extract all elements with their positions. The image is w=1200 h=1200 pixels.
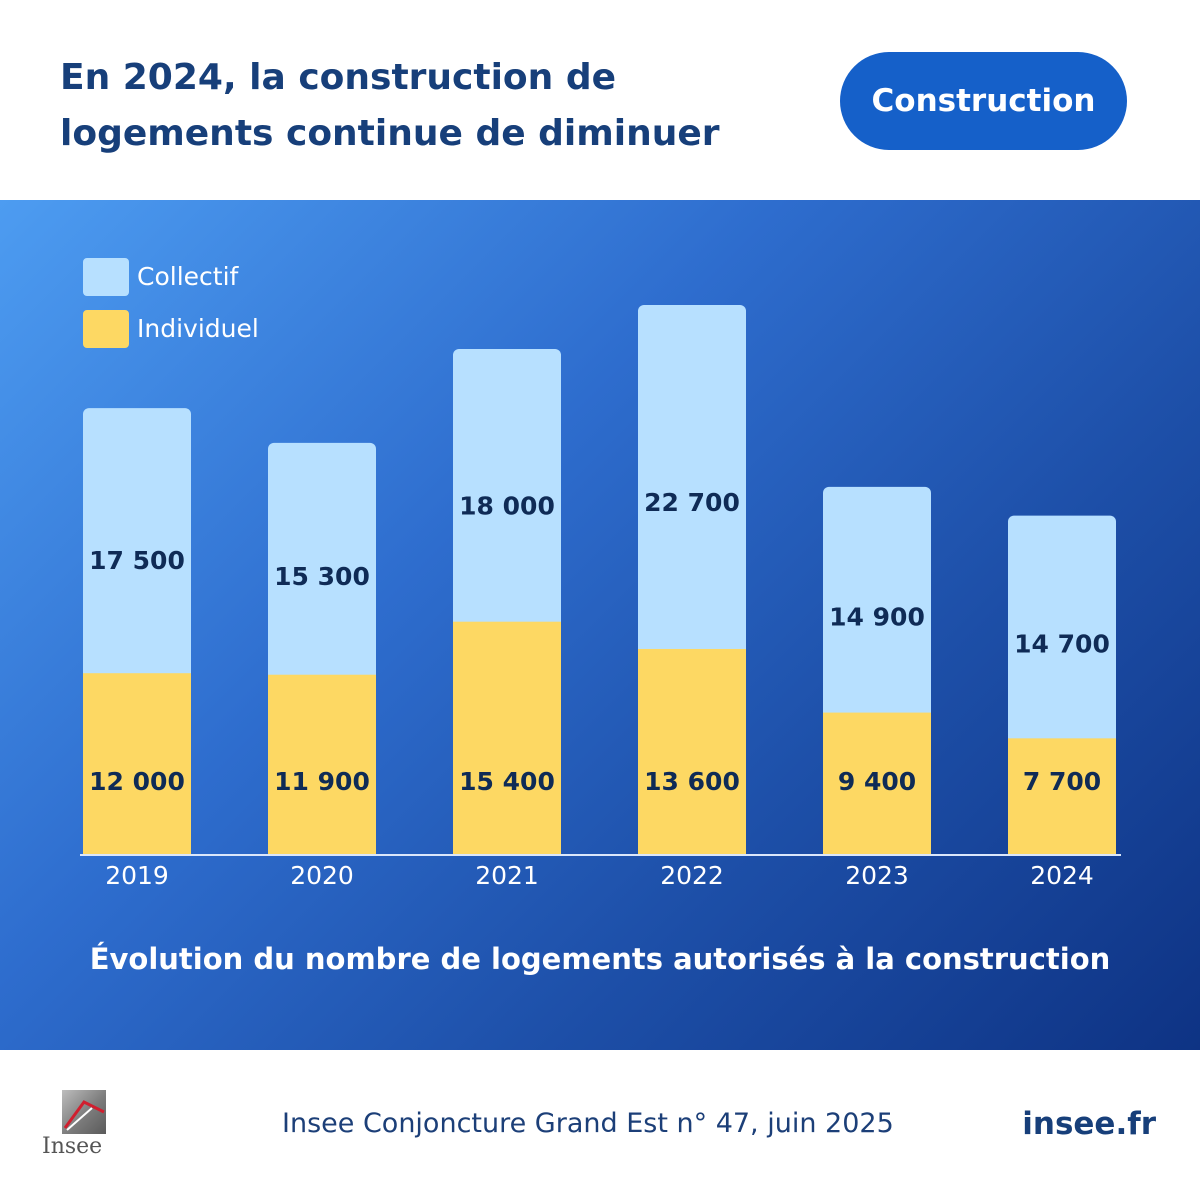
x-tick-2019: 2019	[105, 861, 169, 890]
bar-individuel-2022	[638, 648, 746, 855]
bar-individuel-2019	[83, 673, 191, 855]
label-collectif-2022: 22 700	[644, 488, 740, 517]
legend-swatch-collectif	[83, 258, 129, 296]
legend-label-individuel: Individuel	[137, 314, 259, 343]
label-collectif-2019: 17 500	[89, 546, 185, 575]
x-tick-2022: 2022	[660, 861, 724, 890]
header: En 2024, la construction de logements co…	[0, 0, 1200, 200]
label-collectif-2023: 14 900	[829, 603, 925, 632]
bar-collectif-2024	[1008, 515, 1116, 747]
label-individuel-2021: 15 400	[459, 767, 555, 796]
legend-swatch-individuel	[83, 310, 129, 348]
bar-collectif-2019	[83, 408, 191, 682]
site-link[interactable]: insee.fr	[1022, 1106, 1156, 1142]
label-collectif-2024: 14 700	[1014, 630, 1110, 659]
bar-individuel-2023	[823, 712, 931, 855]
label-individuel-2024: 7 700	[1023, 767, 1101, 796]
label-collectif-2021: 18 000	[459, 491, 555, 520]
x-tick-2021: 2021	[475, 861, 539, 890]
bar-collectif-2021	[453, 348, 561, 630]
stacked-bar-chart: 17 500 12 000 2019 15 300 11 900 2020 18 000 15…	[80, 258, 1121, 890]
label-individuel-2023: 9 400	[838, 767, 916, 796]
chart-title: Évolution du nombre de logements autoris…	[89, 942, 1111, 976]
bar-individuel-2024	[1008, 738, 1116, 855]
chart-panel: 17 500 12 000 2019 15 300 11 900 2020 18 000 15…	[0, 200, 1200, 1050]
bar-collectif-2022	[638, 305, 746, 657]
label-collectif-2020: 15 300	[274, 562, 370, 591]
logo-mark-icon	[62, 1090, 106, 1134]
label-individuel-2020: 11 900	[274, 767, 370, 796]
x-tick-2023: 2023	[845, 861, 909, 890]
logo-text: Insee	[42, 1134, 103, 1159]
headline: En 2024, la construction de logements co…	[60, 57, 720, 154]
x-tick-2020: 2020	[290, 861, 354, 890]
construction-tag[interactable]: Construction	[840, 52, 1127, 150]
x-tick-2024: 2024	[1030, 861, 1094, 890]
bar-collectif-2020	[268, 442, 376, 683]
bar-individuel-2021	[453, 621, 561, 855]
label-individuel-2019: 12 000	[89, 767, 185, 796]
legend-label-collectif: Collectif	[137, 262, 240, 291]
bar-individuel-2020	[268, 674, 376, 855]
bar-collectif-2023	[823, 486, 931, 721]
insee-logo: Insee	[42, 1090, 112, 1160]
source-citation: Insee Conjoncture Grand Est n° 47, juin …	[282, 1108, 894, 1139]
footer: Insee Insee Conjoncture Grand Est n° 47,…	[0, 1050, 1200, 1200]
label-individuel-2022: 13 600	[644, 767, 740, 796]
